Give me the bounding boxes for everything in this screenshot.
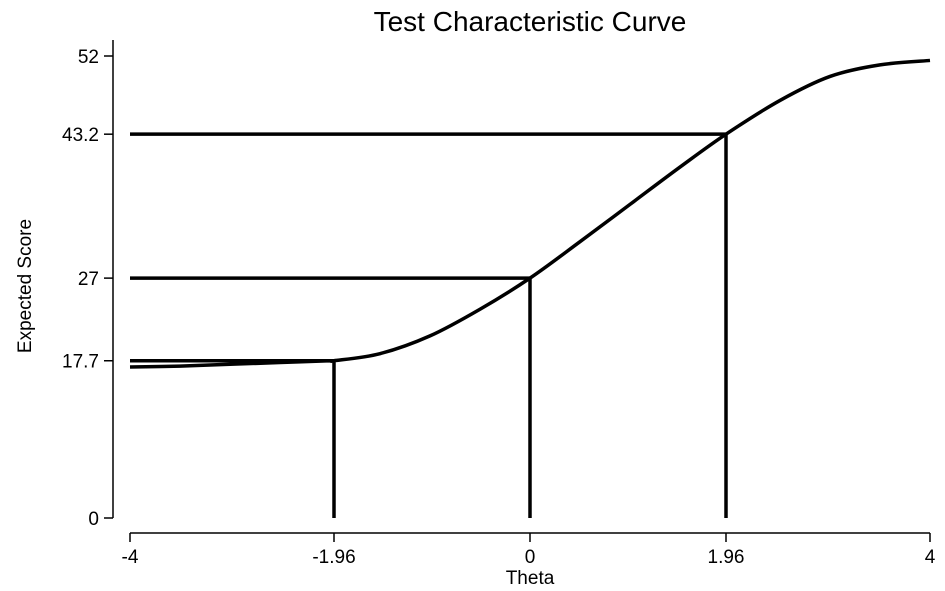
y-tick-label: 43.2: [62, 125, 99, 146]
x-axis-title: Theta: [506, 568, 555, 589]
x-tick-label: 4: [925, 547, 936, 568]
tcc-curve: [129, 58, 931, 369]
x-tick-label: -1.96: [312, 547, 355, 568]
x-tick-label: -4: [122, 547, 139, 568]
y-axis-title: Expected Score: [15, 219, 36, 353]
x-tick-label: 1.96: [708, 547, 745, 568]
y-tick-label: 27: [78, 269, 99, 290]
y-tick-label: 52: [78, 47, 99, 68]
y-tick-label: 0: [88, 509, 99, 530]
plot-area: [129, 58, 931, 518]
chart-title: Test Characteristic Curve: [374, 6, 687, 37]
x-ticks: -4 -1.96 0 1.96 4: [122, 533, 936, 568]
y-tick-label: 17.7: [62, 352, 99, 373]
y-ticks: 0 17.7 27 43.2 52: [62, 47, 113, 530]
x-tick-label: 0: [525, 547, 536, 568]
